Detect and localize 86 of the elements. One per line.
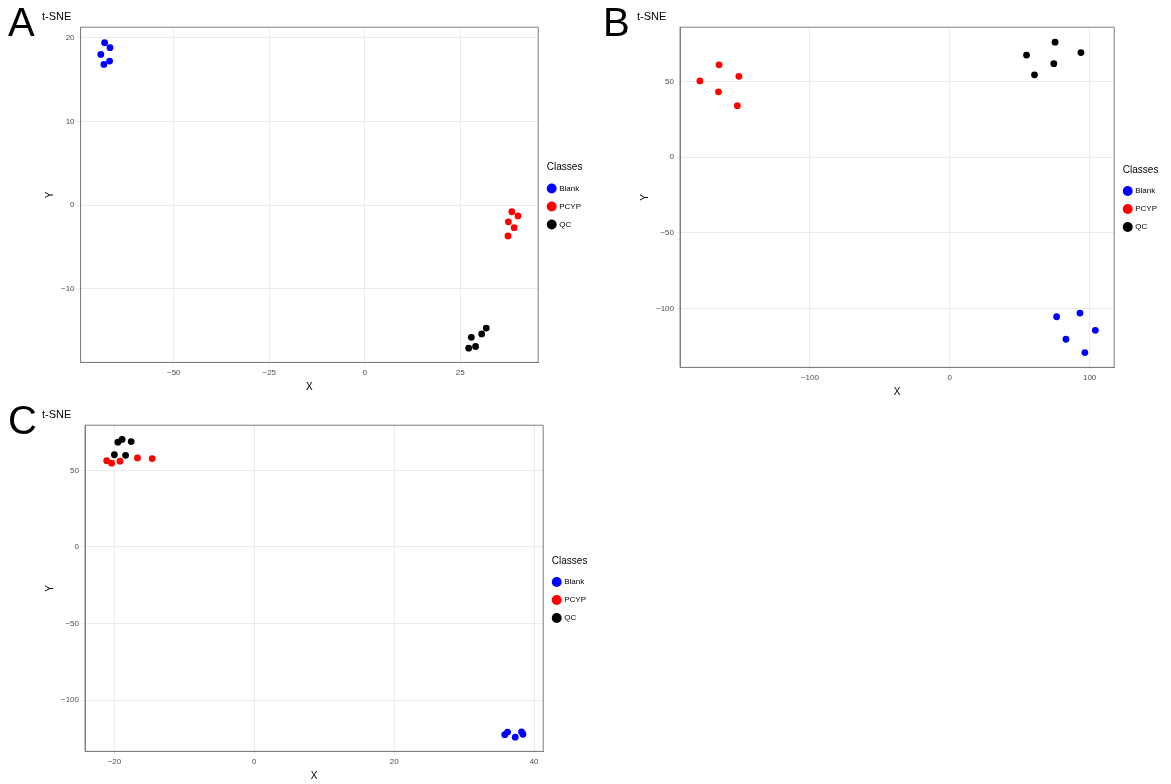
point xyxy=(715,88,722,96)
legend-label: QC xyxy=(1135,222,1148,232)
point xyxy=(106,57,113,65)
point xyxy=(696,77,704,85)
text: C xyxy=(8,398,37,442)
y-tick-label: 10 xyxy=(65,116,76,126)
point xyxy=(1053,313,1060,321)
text: A xyxy=(8,0,35,44)
y-tick-label: −10 xyxy=(60,283,76,293)
point xyxy=(116,457,124,465)
y-tick-label: 0 xyxy=(669,152,675,162)
point xyxy=(122,451,129,459)
text: B xyxy=(603,0,630,44)
y-axis-title: Y xyxy=(638,193,650,201)
legend-label: PCYP xyxy=(564,595,587,605)
point xyxy=(735,72,743,80)
point xyxy=(1023,51,1030,59)
chart-title: t-SNE xyxy=(42,407,72,420)
point xyxy=(1076,309,1084,317)
chart-title: t-SNE xyxy=(42,9,72,22)
x-tick-label: −20 xyxy=(107,757,122,767)
point xyxy=(508,208,516,216)
legend-title: Classes xyxy=(1122,163,1159,175)
legend-label: PCYP xyxy=(1135,204,1158,214)
point xyxy=(127,438,135,445)
point xyxy=(1081,349,1089,356)
point xyxy=(108,459,115,467)
legend-label: Blank xyxy=(1135,186,1157,196)
point xyxy=(97,51,105,58)
x-tick-label: −25 xyxy=(262,368,277,378)
point xyxy=(1091,326,1099,334)
y-axis-title: Y xyxy=(43,191,55,199)
point xyxy=(514,212,522,220)
point xyxy=(100,61,108,68)
chart-title: t-SNE xyxy=(637,9,667,22)
x-tick-label: 0 xyxy=(947,373,953,383)
legend-label: QC xyxy=(559,219,572,229)
point xyxy=(504,232,512,240)
point xyxy=(505,218,512,226)
point xyxy=(1050,60,1058,68)
x-tick-label: 100 xyxy=(1082,373,1097,383)
point xyxy=(478,330,486,338)
point xyxy=(510,224,518,232)
point xyxy=(1077,49,1085,57)
point xyxy=(1062,335,1070,343)
legend-label: Blank xyxy=(559,183,581,193)
point xyxy=(465,344,473,352)
y-tick-label: 0 xyxy=(74,542,80,552)
x-axis-title: X xyxy=(310,769,318,781)
x-axis-title: X xyxy=(306,380,314,392)
legend-label: PCYP xyxy=(559,201,582,211)
legend-label: Blank xyxy=(564,577,586,587)
y-tick-label: −50 xyxy=(660,227,675,237)
y-tick-label: 0 xyxy=(70,200,76,210)
legend-title: Classes xyxy=(551,554,588,566)
point xyxy=(511,733,519,741)
legend-label: QC xyxy=(564,613,577,623)
point xyxy=(118,436,126,443)
point xyxy=(715,61,723,69)
x-tick-label: 25 xyxy=(455,368,466,378)
y-axis-title: Y xyxy=(43,584,55,592)
x-tick-label: 0 xyxy=(252,757,258,767)
y-tick-label: −100 xyxy=(655,303,675,313)
x-tick-label: 40 xyxy=(529,757,540,767)
legend-title: Classes xyxy=(546,161,583,173)
point xyxy=(134,454,141,462)
y-tick-label: −50 xyxy=(65,618,80,628)
y-tick-label: −100 xyxy=(60,695,80,705)
point xyxy=(482,324,490,332)
point xyxy=(472,343,479,350)
point xyxy=(733,102,741,110)
point xyxy=(148,455,156,462)
point xyxy=(106,44,114,52)
y-tick-label: 50 xyxy=(665,76,675,86)
x-tick-label: 0 xyxy=(362,368,368,378)
point xyxy=(1051,38,1059,46)
x-tick-label: 20 xyxy=(389,757,400,767)
point xyxy=(101,39,109,47)
point xyxy=(467,333,475,341)
x-tick-label: −50 xyxy=(166,368,182,378)
x-tick-label: −100 xyxy=(800,373,820,383)
y-tick-label: 20 xyxy=(65,32,76,42)
x-axis-title: X xyxy=(893,385,901,397)
y-tick-label: 50 xyxy=(70,465,80,475)
point xyxy=(111,451,118,459)
point xyxy=(1031,71,1038,79)
